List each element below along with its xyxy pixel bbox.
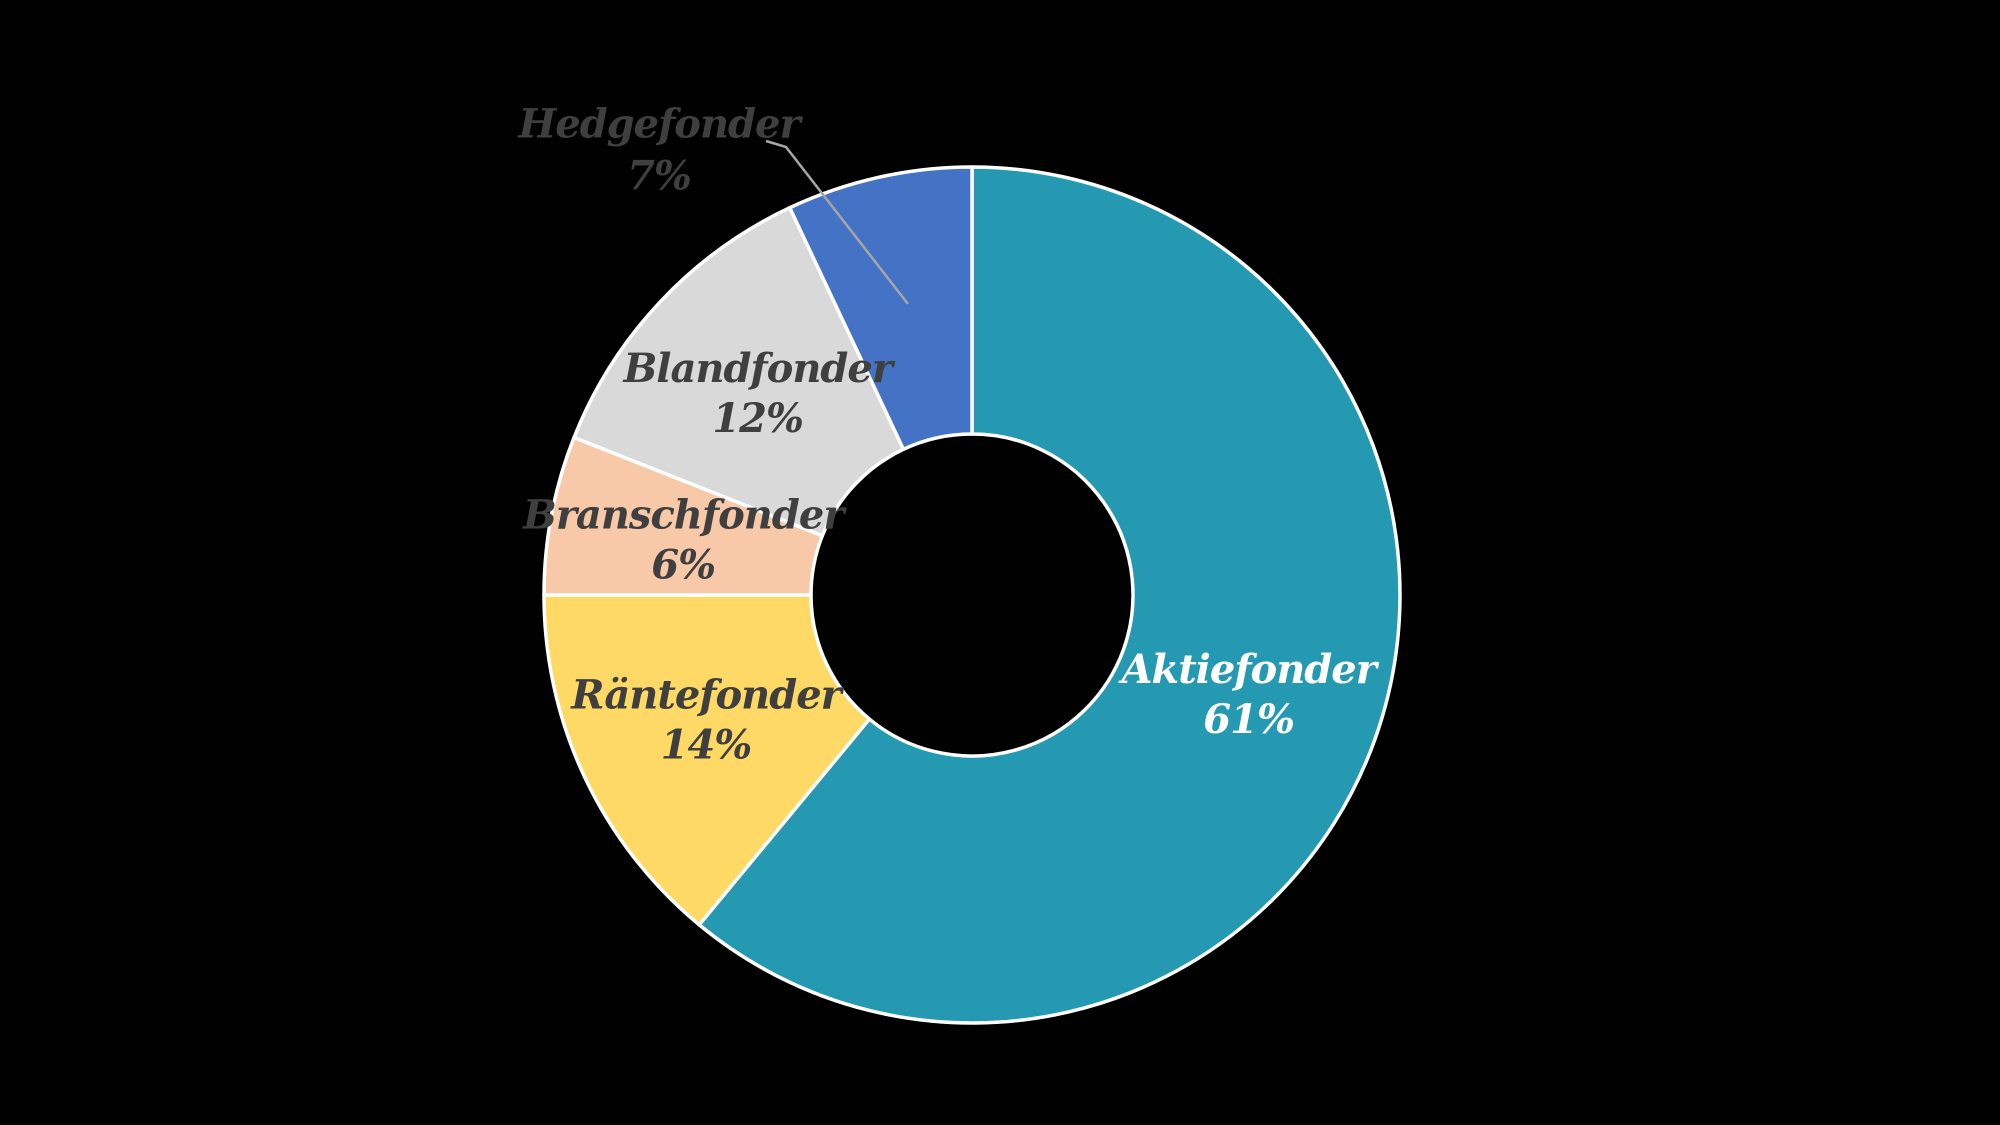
slice-value-branschfonder: 6% bbox=[651, 541, 715, 588]
slice-value-aktiefonder: 61% bbox=[1203, 696, 1294, 743]
slice-label-blandfonder: Blandfonder bbox=[622, 345, 895, 392]
pie-slice-aktiefonder bbox=[697, 165, 1402, 1025]
slice-label-branschfonder: Branschfonder bbox=[522, 491, 847, 538]
slice-value-hedgefonder: 7% bbox=[627, 153, 691, 200]
leader-lines-group bbox=[765, 139, 909, 305]
slice-value-r-ntefonder: 14% bbox=[661, 722, 752, 769]
slices-group bbox=[542, 165, 1402, 1025]
pie-slice-blandfonder bbox=[572, 205, 906, 538]
pie-slice-r-ntefonder bbox=[542, 593, 872, 927]
slice-value-blandfonder: 12% bbox=[712, 395, 803, 442]
slice-label-r-ntefonder: Räntefonder bbox=[570, 672, 844, 719]
pie-slice-hedgefonder bbox=[788, 165, 974, 452]
slice-label-hedgefonder: Hedgefonder bbox=[517, 101, 803, 148]
slice-label-aktiefonder: Aktiefonder bbox=[1117, 646, 1379, 693]
leader-line-hedgefonder bbox=[765, 139, 909, 305]
